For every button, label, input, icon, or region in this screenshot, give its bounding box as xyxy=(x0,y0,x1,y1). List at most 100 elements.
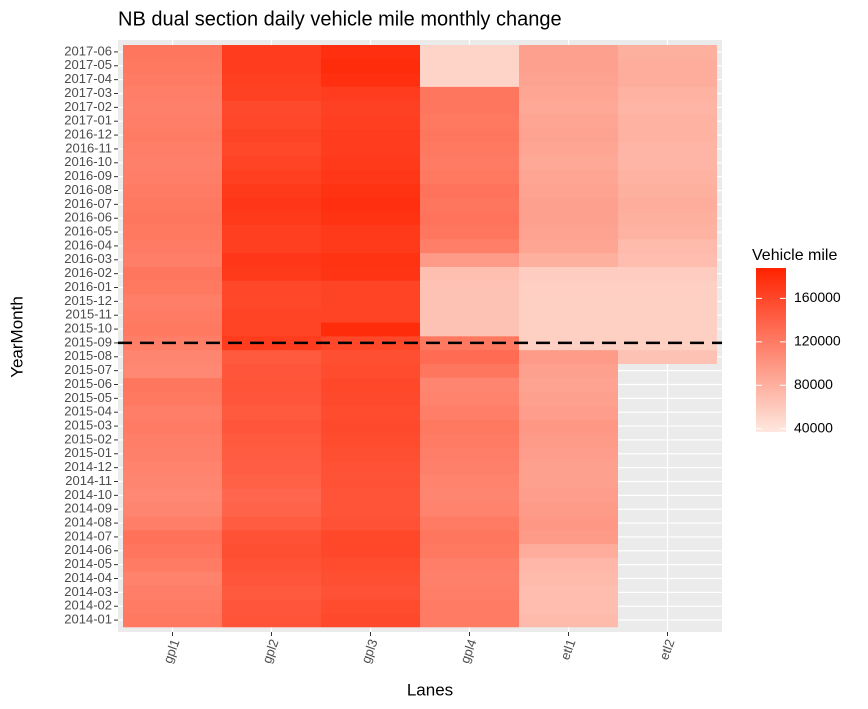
x-tick-label: gpl4 xyxy=(457,637,480,665)
heat-cell xyxy=(222,405,321,420)
heat-cell xyxy=(420,322,519,337)
heat-cell xyxy=(519,294,618,309)
heat-cell xyxy=(321,516,420,531)
heat-cell xyxy=(222,502,321,517)
heat-cell xyxy=(222,571,321,586)
heat-cell xyxy=(420,128,519,143)
y-tick-label: 2016-07 xyxy=(64,196,112,211)
heat-cell xyxy=(321,571,420,586)
heat-cell xyxy=(222,155,321,171)
y-tick-label: 2015-01 xyxy=(64,445,112,460)
heat-cell xyxy=(123,280,222,295)
y-tick-label: 2015-09 xyxy=(64,334,112,349)
heat-cell xyxy=(420,86,519,101)
heat-cell xyxy=(222,530,321,545)
y-tick-label: 2016-11 xyxy=(65,140,112,155)
heat-cell xyxy=(321,100,420,115)
heat-cell xyxy=(321,239,420,254)
heat-cell xyxy=(321,377,420,392)
heat-cell xyxy=(420,142,519,157)
y-tick-label: 2017-03 xyxy=(64,85,112,100)
heat-cell xyxy=(321,211,420,226)
heat-cell xyxy=(519,211,618,226)
heat-cell xyxy=(519,100,618,115)
heat-cell xyxy=(321,155,420,171)
legend-title: Vehicle mile xyxy=(752,247,837,264)
heat-cell xyxy=(420,336,519,351)
heat-cell xyxy=(519,58,618,74)
heat-cell xyxy=(618,114,717,129)
y-tick-label: 2015-08 xyxy=(64,348,112,363)
y-tick-label: 2014-02 xyxy=(64,598,112,613)
y-tick-label: 2016-05 xyxy=(64,224,112,239)
heat-cell xyxy=(123,169,222,184)
heat-cell xyxy=(321,322,420,337)
heat-cell xyxy=(519,377,618,392)
heat-cell xyxy=(123,349,222,365)
heat-cell xyxy=(321,585,420,600)
heat-cell xyxy=(519,488,618,503)
heat-cell xyxy=(321,543,420,559)
heat-cell xyxy=(420,460,519,475)
heat-cell xyxy=(123,571,222,586)
heat-cell xyxy=(519,155,618,171)
x-tick-label: etl2 xyxy=(656,637,677,662)
heat-cell xyxy=(321,72,420,87)
y-tick-label: 2014-07 xyxy=(64,528,112,543)
heat-cell xyxy=(123,543,222,559)
heat-cell xyxy=(321,45,420,60)
heat-cell xyxy=(123,72,222,87)
heat-cell xyxy=(420,363,519,378)
y-tick-label: 2015-02 xyxy=(64,431,112,446)
heat-cell xyxy=(321,58,420,74)
heat-cell xyxy=(519,516,618,531)
heat-cell xyxy=(321,613,420,628)
heat-cell xyxy=(123,252,222,268)
heat-cell xyxy=(618,280,717,295)
y-tick-label: 2017-01 xyxy=(64,113,112,128)
y-tick-label: 2014-09 xyxy=(64,501,112,516)
y-tick-label: 2017-05 xyxy=(64,57,112,72)
heat-cell xyxy=(222,557,321,572)
heat-cell xyxy=(123,114,222,129)
y-tick-label: 2017-02 xyxy=(64,99,112,114)
heat-cell xyxy=(321,183,420,198)
heat-cell xyxy=(618,322,717,337)
heat-cell xyxy=(618,169,717,184)
heat-cell xyxy=(420,474,519,489)
heat-cell xyxy=(321,474,420,489)
heat-cell xyxy=(420,72,519,87)
heat-cell xyxy=(420,543,519,559)
heat-cell xyxy=(123,419,222,434)
heat-cell xyxy=(420,377,519,392)
heat-cell xyxy=(123,128,222,143)
heat-cell xyxy=(420,405,519,420)
heat-cell xyxy=(321,252,420,268)
heat-cell xyxy=(123,405,222,420)
heat-cell xyxy=(222,613,321,628)
heat-cell xyxy=(222,266,321,281)
heat-cell xyxy=(123,45,222,60)
heat-cell xyxy=(222,225,321,240)
heat-cell xyxy=(519,45,618,60)
heat-cell xyxy=(618,252,717,268)
heat-cell xyxy=(123,239,222,254)
heat-cell xyxy=(519,446,618,462)
heat-cell xyxy=(321,142,420,157)
heat-cell xyxy=(222,45,321,60)
heat-cell xyxy=(123,86,222,101)
heat-cell xyxy=(222,446,321,462)
heat-cell xyxy=(420,280,519,295)
y-tick-label: 2015-04 xyxy=(64,404,112,419)
heat-cell xyxy=(519,613,618,628)
heat-cell xyxy=(618,100,717,115)
heat-cell xyxy=(123,100,222,115)
heat-cell xyxy=(123,363,222,378)
heat-cell xyxy=(618,86,717,101)
heat-cell xyxy=(420,571,519,586)
heat-cell xyxy=(420,155,519,171)
heat-cell xyxy=(222,294,321,309)
y-tick-label: 2016-01 xyxy=(64,279,112,294)
heat-cell xyxy=(222,433,321,448)
heat-cell xyxy=(420,446,519,462)
